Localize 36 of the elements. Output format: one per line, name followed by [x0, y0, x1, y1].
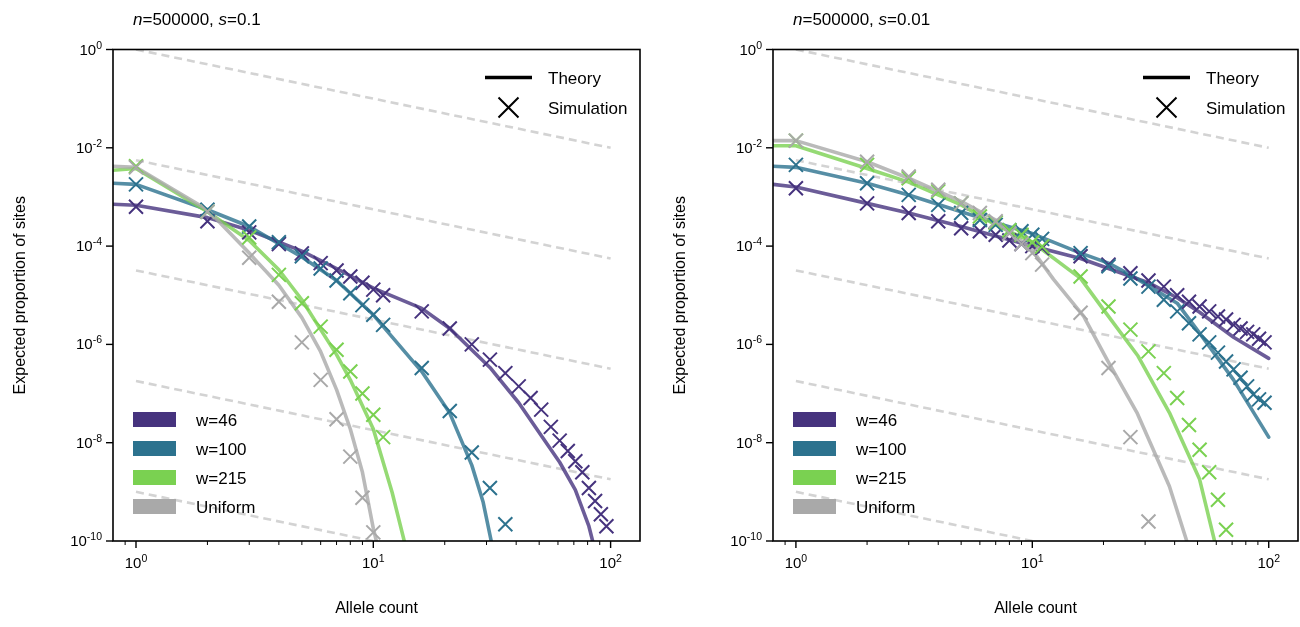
legend-label: w=215 — [195, 469, 247, 488]
legend-label: w=100 — [855, 440, 907, 459]
x-axis-title: Allele count — [994, 599, 1078, 616]
x-tick-label: 10$^{2}$ — [1257, 552, 1281, 571]
x-tick-label: 10$^{2}$ — [599, 552, 623, 571]
y-tick-label: 10$^{-2}$ — [75, 136, 103, 156]
legend-label: w=100 — [195, 440, 247, 459]
y-tick-label: 10$^{-4}$ — [75, 235, 103, 255]
y-tick-label: 10$^{-2}$ — [735, 136, 763, 156]
legend-label: Uniform — [856, 498, 916, 517]
x-tick-label: 10$^{1}$ — [362, 552, 385, 571]
y-tick-label: 10$^{-6}$ — [75, 333, 103, 353]
y-tick-label: 10$^{-4}$ — [735, 235, 763, 255]
chart-title: n=500000, s=0.1 — [133, 10, 261, 29]
y-axis-title: Expected proportion of sites — [671, 196, 688, 395]
legend-label: w=46 — [855, 411, 898, 430]
annotation: Theory — [1206, 68, 1260, 88]
y-tick-label: 10$^{-8}$ — [75, 431, 103, 451]
y-tick-label: 10$^{-10}$ — [70, 530, 103, 549]
y-tick-label: 10$^{-6}$ — [735, 333, 763, 353]
chart-title: n=500000, s=0.01 — [793, 10, 931, 29]
annotation: Theory — [548, 68, 602, 88]
annotation: Simulation — [548, 98, 628, 118]
y-tick-label: 10$^{0}$ — [79, 38, 103, 58]
legend-label: Uniform — [196, 498, 256, 517]
y-tick-label: 10$^{0}$ — [739, 38, 763, 58]
x-tick-label: 10$^{0}$ — [124, 552, 148, 571]
y-tick-label: 10$^{-8}$ — [735, 431, 763, 451]
x-tick-label: 10$^{1}$ — [1021, 552, 1044, 571]
x-tick-label: 10$^{0}$ — [784, 552, 808, 571]
y-axis-title: Expected proportion of sites — [11, 196, 28, 395]
annotation: Simulation — [1206, 98, 1286, 118]
x-axis-title: Allele count — [335, 599, 419, 616]
legend-label: w=46 — [195, 411, 238, 430]
y-tick-label: 10$^{-10}$ — [730, 530, 763, 549]
legend-label: w=215 — [855, 469, 907, 488]
